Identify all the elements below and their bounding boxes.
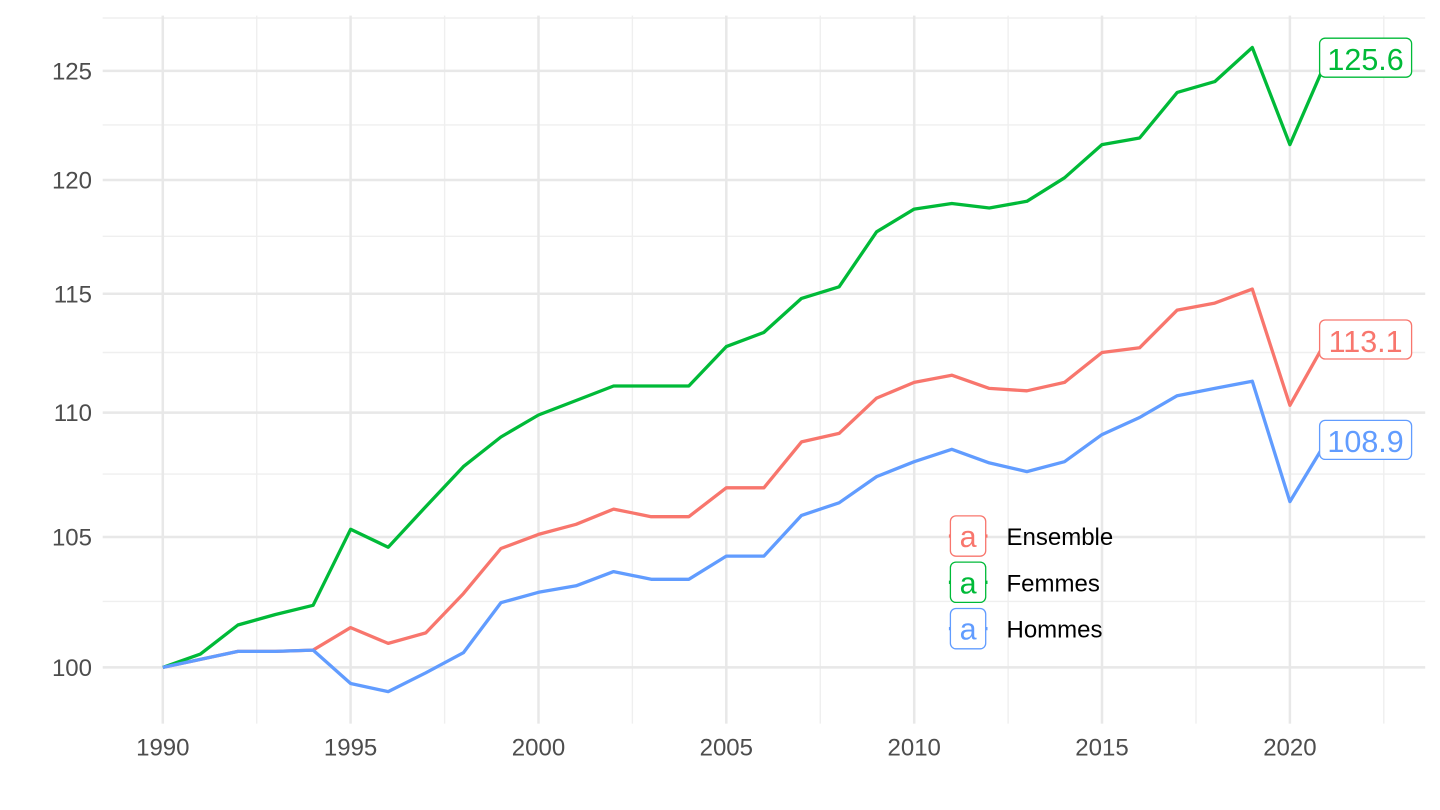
svg-text:2020: 2020: [1263, 734, 1316, 761]
svg-text:1995: 1995: [324, 734, 377, 761]
svg-text:115: 115: [54, 281, 92, 308]
svg-text:100: 100: [52, 655, 92, 682]
svg-text:1990: 1990: [136, 734, 189, 761]
svg-text:a: a: [960, 613, 977, 647]
svg-text:2015: 2015: [1075, 734, 1128, 761]
svg-text:108.9: 108.9: [1327, 425, 1403, 459]
svg-text:a: a: [960, 520, 977, 554]
svg-text:113.1: 113.1: [1329, 325, 1403, 359]
svg-text:2005: 2005: [700, 734, 753, 761]
svg-text:105: 105: [52, 525, 92, 552]
svg-text:2010: 2010: [888, 734, 941, 761]
svg-text:125: 125: [52, 59, 92, 86]
svg-text:Hommes: Hommes: [1007, 617, 1103, 644]
svg-text:Femmes: Femmes: [1007, 570, 1100, 597]
svg-text:a: a: [960, 566, 977, 600]
svg-text:120: 120: [52, 168, 92, 195]
svg-text:Ensemble: Ensemble: [1007, 524, 1114, 551]
svg-text:110: 110: [54, 400, 92, 427]
svg-text:125.6: 125.6: [1327, 43, 1403, 77]
svg-text:2000: 2000: [512, 734, 565, 761]
